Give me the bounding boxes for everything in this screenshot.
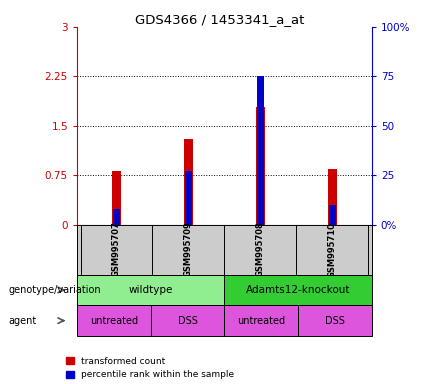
- Text: GSM995708: GSM995708: [256, 222, 265, 278]
- Bar: [224, 305, 298, 336]
- Text: agent: agent: [9, 316, 37, 326]
- Bar: [113, 209, 120, 225]
- Bar: [150, 305, 224, 336]
- Bar: [257, 76, 264, 225]
- Text: untreated: untreated: [90, 316, 138, 326]
- Text: untreated: untreated: [237, 316, 285, 326]
- Bar: [256, 107, 265, 225]
- Text: DSS: DSS: [178, 316, 198, 326]
- Bar: [77, 275, 224, 305]
- Text: Adamts12-knockout: Adamts12-knockout: [246, 285, 350, 295]
- Text: GSM995709: GSM995709: [184, 222, 193, 278]
- Bar: [329, 205, 336, 225]
- Bar: [298, 305, 372, 336]
- Bar: [184, 139, 193, 225]
- Text: GSM995710: GSM995710: [328, 222, 337, 278]
- Text: GSM995707: GSM995707: [112, 222, 121, 278]
- Bar: [112, 170, 121, 225]
- Text: GDS4366 / 1453341_a_at: GDS4366 / 1453341_a_at: [136, 13, 304, 26]
- Text: wildtype: wildtype: [128, 285, 173, 295]
- Bar: [185, 171, 192, 225]
- Text: DSS: DSS: [325, 316, 345, 326]
- Legend: transformed count, percentile rank within the sample: transformed count, percentile rank withi…: [66, 357, 235, 379]
- Bar: [224, 275, 372, 305]
- Bar: [328, 169, 337, 225]
- Text: genotype/variation: genotype/variation: [9, 285, 102, 295]
- Bar: [77, 305, 150, 336]
